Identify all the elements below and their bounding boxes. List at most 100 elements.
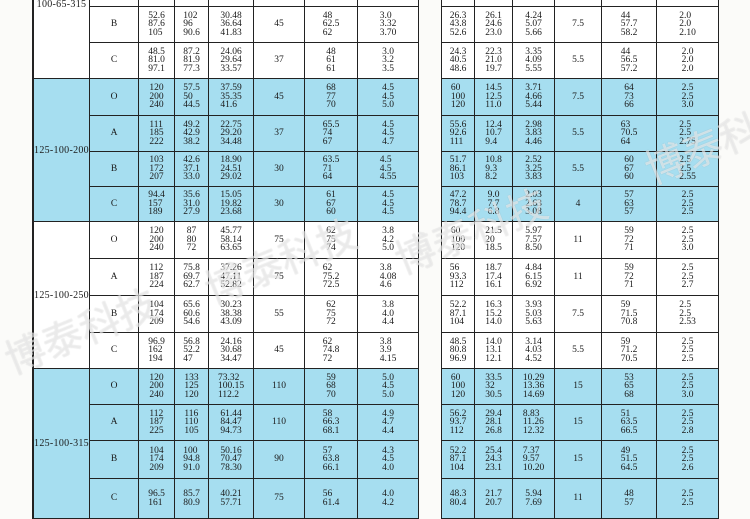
cell-value: 70.5 <box>620 128 638 139</box>
cell-value: 93.7 <box>449 417 467 428</box>
cell-value: 209 <box>149 462 164 473</box>
cell-value: 33.5 <box>485 372 502 383</box>
left-page-table: B 52.6 87.6 105 102 96 90.6 30.48 36.64 41.83 45 48… <box>32 0 420 519</box>
cell-value: 102 <box>183 10 198 21</box>
cell-value: 120 <box>149 83 164 94</box>
shaft-power-cell: 3.93 5.03 5.63 <box>513 296 555 333</box>
cell-value: 13.36 <box>522 381 545 392</box>
cell-value: 26.1 <box>485 10 502 21</box>
cell-value: 120 <box>149 372 164 383</box>
cell-value: 3.35 <box>525 46 542 57</box>
cell-value: 10.7 <box>485 128 502 139</box>
cell-value: 11.0 <box>485 100 502 111</box>
cell-value: 64.5 <box>620 462 638 473</box>
cell-value: 7.7 <box>487 198 500 209</box>
cell-value: 10.8 <box>485 155 502 166</box>
head-cell: 116 110 105 <box>175 405 209 441</box>
cell-value: 38.38 <box>220 308 242 319</box>
cell-value: 87.1 <box>449 454 467 465</box>
impeller-grade: B <box>90 152 139 187</box>
cell-value: 63.5 <box>322 155 340 166</box>
impeller-grade <box>90 0 139 7</box>
impeller-grade: A <box>90 259 139 296</box>
cell-value: 15.05 <box>220 190 242 201</box>
cell-value: 20.7 <box>485 497 502 508</box>
table-row: B 104 174 209 65.6 60.6 54.6 30.23 38.38 43.09 55 6… <box>90 296 419 333</box>
cell-value: 5.03 <box>525 308 542 319</box>
cell-value: 70.47 <box>220 454 242 465</box>
cell-value: 62.7 <box>183 280 200 291</box>
cell-value: 2.0 <box>679 19 692 30</box>
cell-value: 103 <box>449 172 464 183</box>
cell-value: 85.7 <box>183 489 200 499</box>
cell-value: 3.83 <box>525 128 542 139</box>
cell-value: 3.0 <box>379 10 392 21</box>
efficiency-cell: 58 66.3 68.1 <box>305 405 358 441</box>
table-row: C 48.5 81.0 97.1 87.2 81.9 77.3 24.06 29.64 33.57… <box>90 43 419 79</box>
head-cell: 10.8 9.3 8.2 <box>475 152 513 187</box>
cell-value: 105 <box>184 425 199 436</box>
cell-value: 97.1 <box>148 63 165 74</box>
cell-value: 2.5 <box>679 155 692 166</box>
efficiency-cell: 62 75.2 72.5 <box>305 259 358 296</box>
impeller-grade: O <box>90 79 139 116</box>
cell-value: 120 <box>450 100 466 111</box>
efficiency-cell: 61 67 60 <box>305 187 358 222</box>
cell-value: 4.84 <box>525 263 542 274</box>
flow-cell: 24.3 40.5 48.6 <box>441 43 475 79</box>
cell-value: 20 <box>485 234 495 245</box>
cell-value: 4.9 <box>382 408 394 419</box>
head-cell: 18.7 17.4 16.1 <box>475 259 513 296</box>
cell-value: 94.4 <box>449 207 467 218</box>
cell-value: 3.08 <box>525 207 542 218</box>
cell-value: 65.6 <box>183 300 200 311</box>
cell-value: 51.7 <box>449 155 467 166</box>
cell-value: 3.5 <box>382 63 394 74</box>
cell-value: 66.1 <box>322 462 340 473</box>
efficiency-cell: 48 57 <box>602 479 657 519</box>
cell-value: 26.8 <box>485 425 502 436</box>
head-cell: 133 125 120 <box>175 369 209 405</box>
cell-value: 172 <box>149 163 164 174</box>
cell-value: 19.7 <box>485 63 502 74</box>
cell-value: 2.5 <box>681 489 694 499</box>
cell-value: 29.4 <box>485 408 502 419</box>
motor-power-cell: 37 <box>254 116 305 152</box>
cell-value: 69.7 <box>183 271 200 282</box>
table-row: 47.2 78.7 94.4 9.0 7.7 6.8 2.03 2.63 3.08 4 57 63 57… <box>441 187 719 222</box>
shaft-power-cell: 4.84 6.15 6.92 <box>513 259 555 296</box>
efficiency-cell <box>602 0 657 7</box>
cell-value: 50.16 <box>220 445 242 456</box>
cell-value: 57 <box>624 497 634 508</box>
head-cell: 49.2 42.9 38.2 <box>175 116 209 152</box>
npsh-cell: 2.5 2.5 2.5 <box>657 187 719 222</box>
cell-value: 59 <box>620 336 631 347</box>
shaft-power-cell <box>209 0 254 7</box>
shaft-power-cell: 2.52 3.25 3.83 <box>513 152 555 187</box>
flow-cell: 48.5 80.8 96.9 <box>441 333 475 369</box>
cell-value: 103 <box>149 155 164 166</box>
cell-value: 37.1 <box>183 163 200 174</box>
cell-value: 34.47 <box>220 353 242 364</box>
cell-value: 61 <box>326 190 336 201</box>
cell-value: 74.8 <box>322 345 340 356</box>
pump-model: 125-100-315 <box>32 369 90 519</box>
npsh-cell: 2.5 2.5 2.55 <box>657 152 719 187</box>
npsh-cell: 4.5 4.5 4.7 <box>358 116 419 152</box>
cell-value: 209 <box>149 317 164 328</box>
npsh-cell: 3.8 4.0 4.4 <box>358 296 419 333</box>
cell-value: 3.8 <box>382 300 394 311</box>
cell-value: 2.5 <box>681 417 694 428</box>
cell-value: 63.65 <box>220 243 242 254</box>
head-cell: 26.1 24.6 23.0 <box>475 7 513 43</box>
shaft-power-cell: 5.94 7.69 <box>513 479 555 519</box>
npsh-cell: 4.5 4.5 4.55 <box>358 152 419 187</box>
cell-value: 2.5 <box>679 163 692 174</box>
table-row: 52.2 87.1 104 25.4 24.3 23.1 7.37 9.57 10.20 15 49… <box>441 441 719 479</box>
cell-value: 16.1 <box>485 280 502 291</box>
cell-value: 30.68 <box>220 345 242 356</box>
head-cell: 102 96 90.6 <box>175 7 209 43</box>
cell-value: 3.0 <box>681 100 694 111</box>
flow-cell: 94.4 157 189 <box>139 187 175 222</box>
cell-value: 2.52 <box>525 155 542 166</box>
